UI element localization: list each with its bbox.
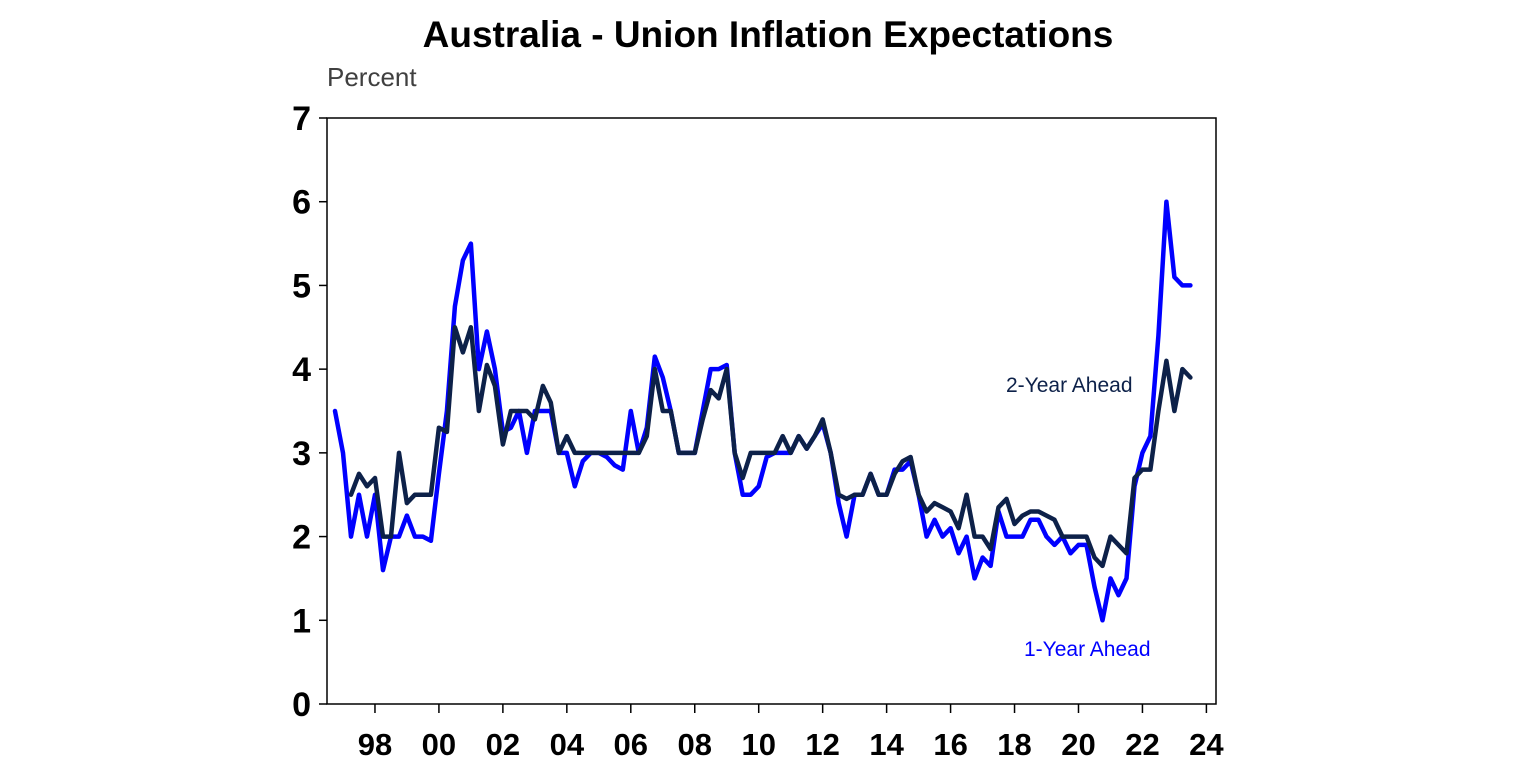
- x-tick-label: 98: [358, 727, 392, 762]
- series-label-2-year-ahead: 2-Year Ahead: [1006, 374, 1133, 397]
- y-axis: 0 1 2 3 4 5 6 7: [292, 100, 327, 724]
- x-tick-label: 12: [805, 727, 839, 762]
- x-tick-label: 22: [1125, 727, 1159, 762]
- y-axis-unit-label: Percent: [327, 62, 417, 92]
- plot-area-frame: [326, 117, 1217, 705]
- x-tick-label: 06: [614, 727, 648, 762]
- series-layer: [332, 199, 1193, 623]
- y-tick-label: 6: [292, 184, 311, 222]
- series-label-1-year-ahead: 1-Year Ahead: [1024, 638, 1151, 661]
- y-tick-label: 1: [292, 602, 311, 640]
- y-tick-label: 3: [292, 435, 311, 473]
- x-tick-label: 18: [997, 727, 1031, 762]
- y-tick-label: 5: [292, 267, 311, 305]
- x-tick-label: 10: [741, 727, 775, 762]
- y-tick-label: 0: [292, 686, 311, 724]
- x-tick-label: 02: [486, 727, 520, 762]
- y-tick-label: 4: [292, 351, 311, 389]
- chart-title: Australia - Union Inflation Expectations: [422, 14, 1114, 55]
- x-tick-label: 24: [1189, 727, 1224, 762]
- series-line-1-year-ahead: [332, 199, 1193, 623]
- x-tick-label: 14: [869, 727, 904, 762]
- series-line-2-year-ahead: [348, 325, 1193, 569]
- x-tick-label: 00: [422, 727, 456, 762]
- x-tick-label: 08: [678, 727, 712, 762]
- y-tick-label: 2: [292, 519, 311, 557]
- x-tick-label: 16: [933, 727, 967, 762]
- y-tick-label: 7: [292, 100, 311, 138]
- x-axis: 98 00 02 04 06 08 10 12 14 16 18 20 22 24: [358, 704, 1224, 762]
- x-tick-label: 04: [550, 727, 585, 762]
- x-tick-label: 20: [1061, 727, 1095, 762]
